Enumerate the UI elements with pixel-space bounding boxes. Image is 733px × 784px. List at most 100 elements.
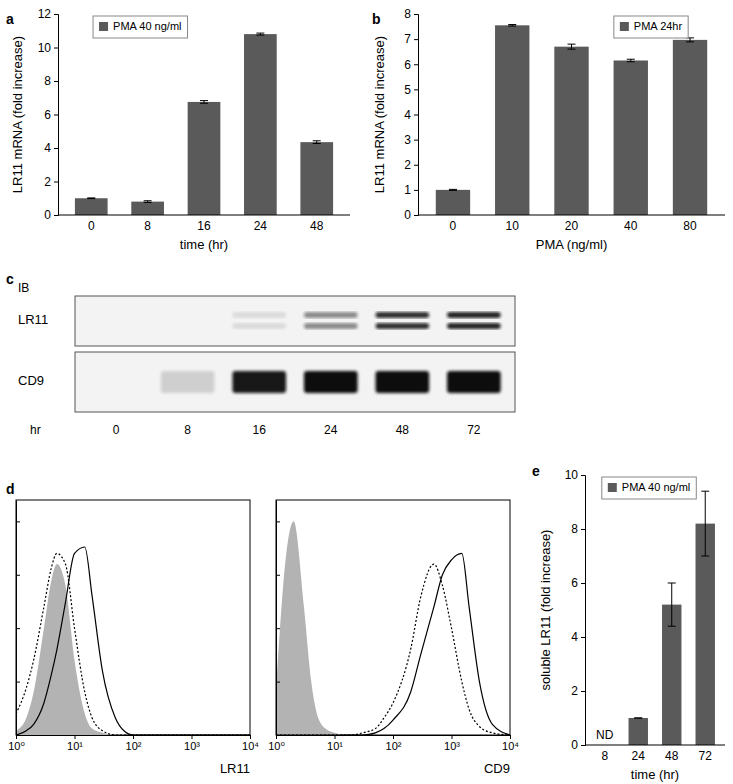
tick bbox=[16, 521, 20, 522]
bar-chart: 02468101208162448time (hr)LR11 mRNA (fol… bbox=[6, 7, 350, 252]
tick-mark bbox=[414, 215, 418, 216]
band bbox=[232, 323, 286, 329]
histogram-plot: 10⁰10¹10²10³10⁴CD9 bbox=[268, 500, 519, 776]
tick-label: 0 bbox=[450, 219, 457, 233]
tick-mark bbox=[54, 182, 58, 183]
tick-label: 10 bbox=[506, 219, 520, 233]
tick-mark bbox=[276, 628, 280, 629]
legend: PMA 40 ng/ml bbox=[602, 477, 696, 499]
bar-chart: 02468108244872NDtime (hr)soluble LR11 (f… bbox=[532, 463, 725, 782]
tick: 10¹ bbox=[327, 735, 343, 752]
tick-mark bbox=[452, 735, 453, 739]
tick-mark bbox=[16, 575, 20, 576]
tick-label: 48 bbox=[396, 423, 410, 437]
tick-mark bbox=[276, 735, 280, 736]
tick: 72 bbox=[699, 749, 713, 763]
tick: 40 bbox=[624, 219, 638, 233]
panel-label: c bbox=[6, 271, 14, 287]
legend-item: PMA 24hr bbox=[620, 20, 683, 32]
tick-label: 48 bbox=[665, 749, 679, 763]
tick-label: 0 bbox=[44, 208, 51, 222]
tick: 2 bbox=[571, 684, 585, 698]
tick-mark bbox=[581, 475, 585, 476]
tick-label: 8 bbox=[601, 749, 608, 763]
tick: 1 bbox=[404, 183, 418, 197]
panel-label: a bbox=[6, 11, 14, 27]
tick-mark bbox=[510, 735, 511, 739]
x-axis: 08162448 bbox=[58, 215, 350, 233]
tick-label: 10³ bbox=[444, 740, 460, 752]
x-axis-title: time (hr) bbox=[631, 767, 679, 782]
tick: 10⁴ bbox=[242, 735, 259, 752]
tick: 7 bbox=[404, 32, 418, 46]
tick bbox=[276, 521, 280, 522]
tick-label: 16 bbox=[197, 219, 211, 233]
bar bbox=[673, 40, 707, 215]
tick-label: 2 bbox=[44, 175, 51, 189]
histogram-plot: 10⁰10¹10²10³10⁴LR11d bbox=[6, 481, 259, 776]
tick: 16 bbox=[197, 219, 211, 233]
tick-mark bbox=[581, 637, 585, 638]
tick: 48 bbox=[665, 749, 679, 763]
row-label: CD9 bbox=[18, 373, 44, 388]
y-axis-title: soluble LR11 (fold increase) bbox=[538, 530, 553, 691]
tick: 0 bbox=[404, 208, 418, 222]
row-label: LR11 bbox=[18, 312, 48, 327]
band bbox=[375, 312, 429, 318]
tick-label: 40 bbox=[624, 219, 638, 233]
tick-mark bbox=[393, 735, 394, 739]
tick-mark bbox=[133, 735, 134, 739]
tick-label: 10² bbox=[386, 740, 402, 752]
tick: 6 bbox=[404, 58, 418, 72]
tick: 24 bbox=[254, 219, 268, 233]
y-axis: 012345678 bbox=[404, 7, 418, 222]
tick: 10 bbox=[565, 468, 585, 482]
tick-mark bbox=[276, 575, 280, 576]
legend-label: PMA 24hr bbox=[634, 20, 683, 32]
error-bar bbox=[627, 59, 635, 62]
tick-label: 8 bbox=[144, 219, 151, 233]
x-axis: 010204080 bbox=[418, 215, 725, 233]
tick-mark bbox=[581, 529, 585, 530]
tick: 10¹ bbox=[67, 735, 83, 752]
bar bbox=[188, 102, 221, 215]
plot-area bbox=[436, 25, 707, 215]
panel-label: b bbox=[372, 11, 381, 27]
y-axis bbox=[276, 501, 280, 736]
bar bbox=[131, 202, 164, 215]
error-bar bbox=[200, 101, 208, 104]
legend: PMA 24hr bbox=[614, 16, 688, 38]
tick: 24 bbox=[632, 749, 646, 763]
band bbox=[375, 323, 429, 329]
figure: 02468101208162448time (hr)LR11 mRNA (fol… bbox=[0, 0, 733, 784]
tick-mark bbox=[54, 14, 58, 15]
tick: 2 bbox=[404, 158, 418, 172]
bar bbox=[554, 47, 588, 215]
x-axis-title: hr bbox=[30, 423, 41, 437]
tick: 10² bbox=[126, 735, 142, 752]
tick bbox=[16, 628, 20, 629]
tick-label: 8 bbox=[184, 423, 191, 437]
tick-label: 24 bbox=[632, 749, 646, 763]
tick-label: 6 bbox=[404, 58, 411, 72]
tick: 20 bbox=[565, 219, 579, 233]
tick-mark bbox=[75, 735, 76, 739]
tick: 5 bbox=[404, 83, 418, 97]
legend-item: PMA 40 ng/ml bbox=[608, 481, 690, 493]
y-axis-title: LR11 mRNA (fold increase) bbox=[372, 36, 387, 193]
blot-strip bbox=[75, 352, 515, 412]
error-bar bbox=[256, 33, 264, 35]
tick-label: 10³ bbox=[184, 740, 200, 752]
tick-mark bbox=[54, 215, 58, 216]
axis-line bbox=[585, 745, 725, 746]
legend-label: PMA 40 ng/ml bbox=[622, 481, 690, 493]
plot-frame bbox=[276, 500, 510, 735]
error-bar bbox=[449, 189, 457, 190]
tick-mark bbox=[276, 521, 280, 522]
tick-mark bbox=[581, 691, 585, 692]
tick: 10² bbox=[386, 735, 402, 752]
tick: 48 bbox=[310, 219, 324, 233]
tick bbox=[16, 575, 20, 576]
bands bbox=[89, 312, 500, 329]
tick-mark bbox=[414, 165, 418, 166]
